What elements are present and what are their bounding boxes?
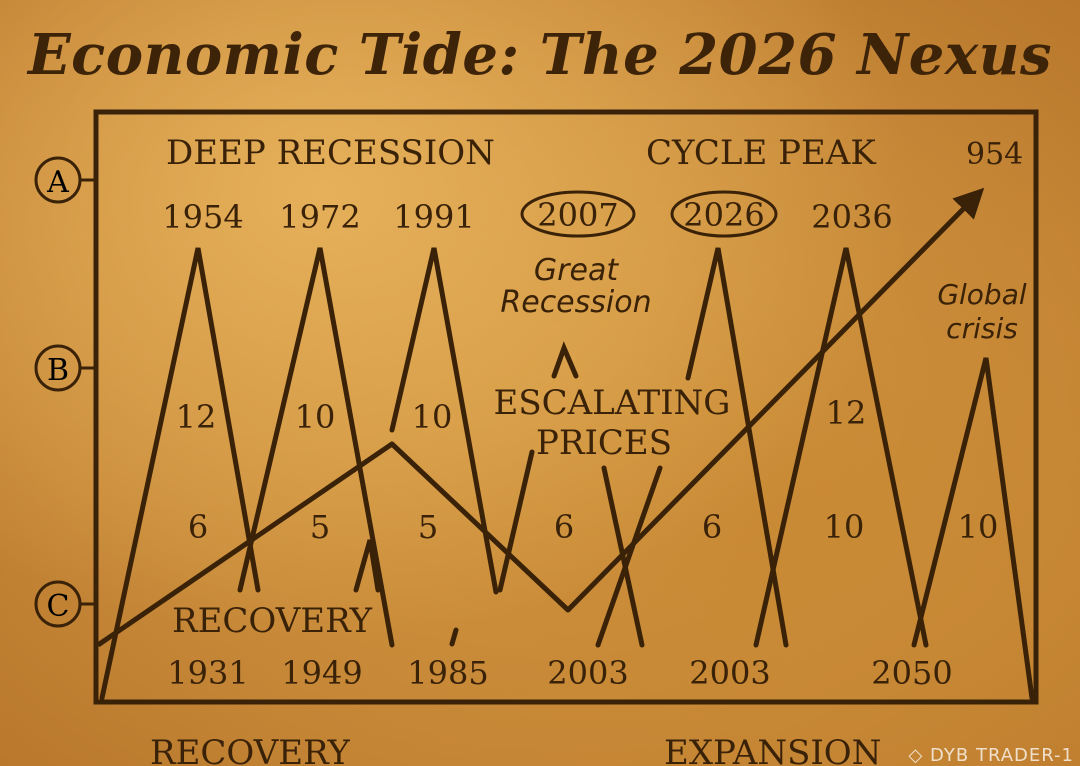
bottom-year-2050: 2050 (871, 654, 952, 692)
lower-number-7: 10 (958, 508, 999, 546)
annotation-recession: Recession (500, 285, 651, 320)
row-marker-c-label: C (47, 589, 70, 624)
trend-arrow-line (96, 187, 985, 648)
annotation-crisis: crisis (946, 312, 1018, 345)
diagram-title: Economic Tide: The 2026 Nexus (27, 22, 1053, 88)
peak-lines (99, 247, 1035, 701)
great-recession-caret (551, 341, 579, 379)
highlight-oval-2007 (520, 190, 636, 238)
row-marker-a-label: A (46, 165, 69, 200)
lower-number-4: 6 (554, 508, 574, 546)
top-year-2007: 2007 (537, 196, 618, 234)
peak-2026 (685, 247, 789, 648)
upper-number-2: 10 (295, 398, 336, 436)
row-marker-b-label: B (47, 353, 69, 388)
bottom-year-1985: 1985 (407, 654, 488, 692)
bottom-year-2003a: 2003 (547, 654, 628, 692)
cross-left (595, 465, 663, 648)
footer-expansion: EXPANSION (664, 736, 882, 766)
label-cycle-peak: CYCLE PEAK (646, 133, 876, 173)
peak-1991 (389, 247, 499, 595)
annotation-recovery: RECOVERY (172, 601, 373, 641)
peak-1954 (99, 247, 261, 701)
label-954: 954 (966, 137, 1023, 172)
small-spike-1949 (353, 539, 381, 593)
row-marker-b: B (34, 344, 96, 392)
peak-2036 (753, 247, 929, 648)
top-year-2036: 2036 (811, 198, 892, 236)
annotation-global: Global (937, 278, 1027, 311)
bottom-year-2003b: 2003 (689, 654, 770, 692)
diagram-frame (93, 109, 1039, 705)
peak-global-crisis (911, 357, 1035, 701)
watermark: ◇ DYB TRADER-1 (908, 745, 1074, 766)
label-deep-recession: DEEP RECESSION (166, 133, 495, 173)
peak-1972 (237, 247, 395, 648)
upper-number-3: 10 (412, 398, 453, 436)
peak-2007-cross (497, 449, 535, 593)
bottom-year-1949: 1949 (281, 654, 362, 692)
top-year-1954: 1954 (162, 198, 243, 236)
lower-number-1: 6 (188, 508, 208, 546)
lower-number-2: 5 (310, 508, 330, 546)
highlight-oval-2026 (670, 190, 778, 238)
small-tick-1985 (449, 627, 459, 647)
annotation-prices: PRICES (536, 423, 672, 463)
row-marker-a: A (34, 156, 96, 204)
upper-number-4: 12 (826, 394, 867, 432)
lower-number-6: 10 (824, 508, 865, 546)
annotation-great: Great (534, 253, 619, 288)
top-year-2026: 2026 (683, 196, 764, 234)
top-year-1991: 1991 (393, 198, 474, 236)
row-marker-c: C (34, 580, 96, 628)
bottom-year-1931: 1931 (167, 654, 248, 692)
lower-number-5: 6 (702, 508, 722, 546)
annotation-escalating: ESCALATING (494, 383, 731, 423)
lower-number-3: 5 (418, 508, 438, 546)
upper-number-1: 12 (176, 398, 217, 436)
footer-recovery: RECOVERY (150, 736, 351, 766)
top-year-1972: 1972 (279, 198, 360, 236)
